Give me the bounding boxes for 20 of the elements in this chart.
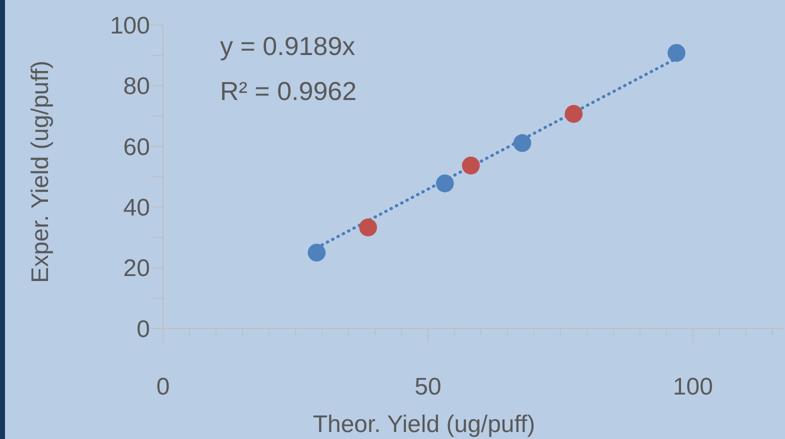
annotation: y = 0.9189x	[220, 31, 356, 61]
y-tick-label: 80	[123, 73, 150, 100]
point	[668, 44, 686, 62]
y-tick-label: 60	[123, 134, 150, 161]
point	[308, 244, 326, 262]
y-tick-label: 20	[123, 255, 150, 282]
x-tick-label: 0	[156, 374, 170, 400]
x-axis-title: Theor. Yield (ug/puff)	[312, 411, 536, 438]
y-tick-label: 0	[136, 316, 150, 343]
y-tick-label: 40	[123, 194, 150, 222]
x-tick-label: 100	[672, 374, 713, 400]
y-tick-label: 100	[110, 12, 150, 40]
point	[564, 105, 583, 123]
x-tick-label: 50	[414, 374, 442, 400]
point	[359, 218, 377, 236]
y-axis-title: Exper. Yield (ug/puff)	[27, 60, 54, 283]
point	[436, 174, 454, 192]
annotation: R² = 0.9962	[220, 76, 357, 106]
point	[513, 134, 532, 152]
point	[462, 156, 480, 174]
